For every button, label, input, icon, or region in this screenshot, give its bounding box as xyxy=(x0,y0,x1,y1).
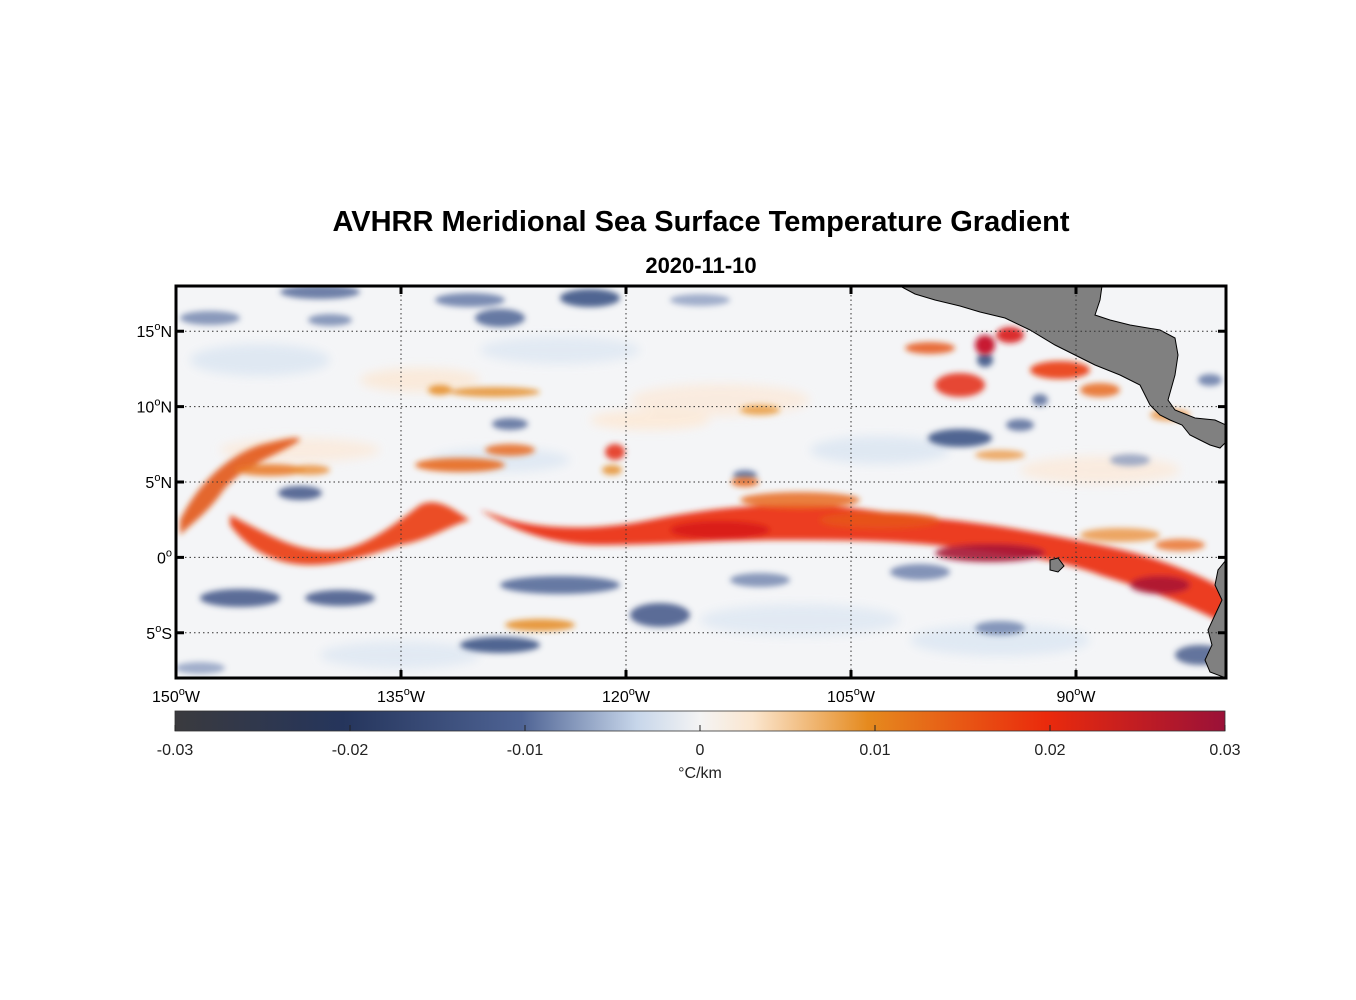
colorbar: -0.03 -0.02 -0.01 0 0.01 0.02 0.03 °C/km xyxy=(157,710,1241,782)
chart-title: AVHRR Meridional Sea Surface Temperature… xyxy=(332,206,1070,238)
colorbar-tick-label: 0.02 xyxy=(1034,742,1065,759)
colorbar-tick-label: -0.01 xyxy=(507,742,544,759)
colorbar-tick-label: 0.03 xyxy=(1209,742,1240,759)
land-south-america xyxy=(1204,559,1226,678)
longitude-labels: 150oW 135oW 120oW 105oW 90oW xyxy=(152,686,1096,706)
colorbar-tick-label: 0.01 xyxy=(859,742,890,759)
lon-tick-label: 135oW xyxy=(377,686,426,706)
lon-tick-label: 150oW xyxy=(152,686,201,706)
colorbar-label: °C/km xyxy=(678,765,722,782)
land-galapagos xyxy=(1049,557,1065,573)
lon-tick-label: 105oW xyxy=(827,686,876,706)
lon-tick-label: 90oW xyxy=(1056,686,1096,706)
colorbar-tick-label: -0.02 xyxy=(332,742,369,759)
lat-tick-label: 0o xyxy=(157,547,172,567)
sst-gradient-field xyxy=(176,286,1226,678)
colorbar-tick-label: 0 xyxy=(696,742,705,759)
chart-date: 2020-11-10 xyxy=(645,253,757,278)
land-central-america xyxy=(899,286,1226,449)
lat-tick-label: 15oN xyxy=(137,321,172,341)
lon-tick-label: 120oW xyxy=(602,686,651,706)
lat-tick-label: 10oN xyxy=(137,397,172,417)
lat-tick-label: 5oS xyxy=(146,623,172,643)
latitude-labels: 15oN 10oN 5oN 0o 5oS xyxy=(137,321,172,643)
colorbar-ticks: -0.03 -0.02 -0.01 0 0.01 0.02 0.03 xyxy=(157,725,1241,759)
lat-tick-label: 5oN xyxy=(145,472,172,492)
colorbar-tick-label: -0.03 xyxy=(157,742,194,759)
map-tick-marks xyxy=(174,286,1226,678)
